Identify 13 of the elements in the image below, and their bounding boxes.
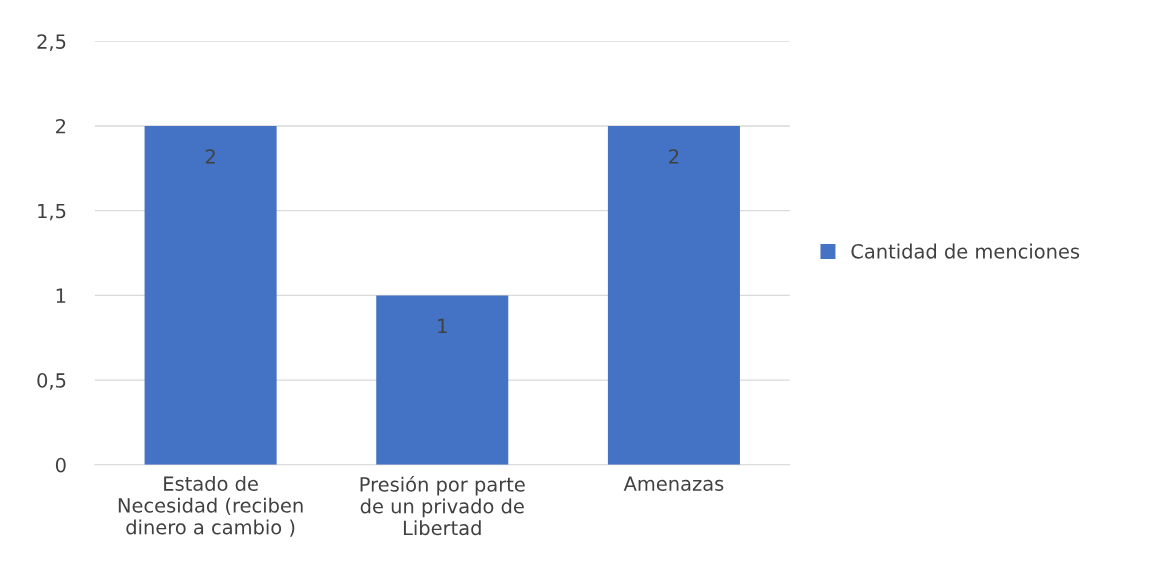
y-tick-label: 0,5: [37, 373, 66, 390]
x-tick-label: Amenazas: [623, 476, 724, 491]
y-tick-label: 1,5: [38, 203, 66, 221]
x-tick-label: Presión por parte de un privado de Libertad: [360, 475, 525, 536]
y-tick-label: 1: [56, 288, 66, 303]
y-tick-label: 2: [56, 118, 66, 134]
y-tick-label: 2,5: [37, 34, 66, 51]
x-tick-label: Estado de Necesidad (reciben dinero a cambio ): [118, 475, 303, 537]
data-label: 2: [669, 149, 679, 164]
data-label: 1: [438, 318, 447, 333]
legend-label: Cantidad de menciones: [851, 243, 1080, 259]
y-tick-label: 0: [55, 457, 66, 473]
data-label: 2: [205, 149, 215, 164]
